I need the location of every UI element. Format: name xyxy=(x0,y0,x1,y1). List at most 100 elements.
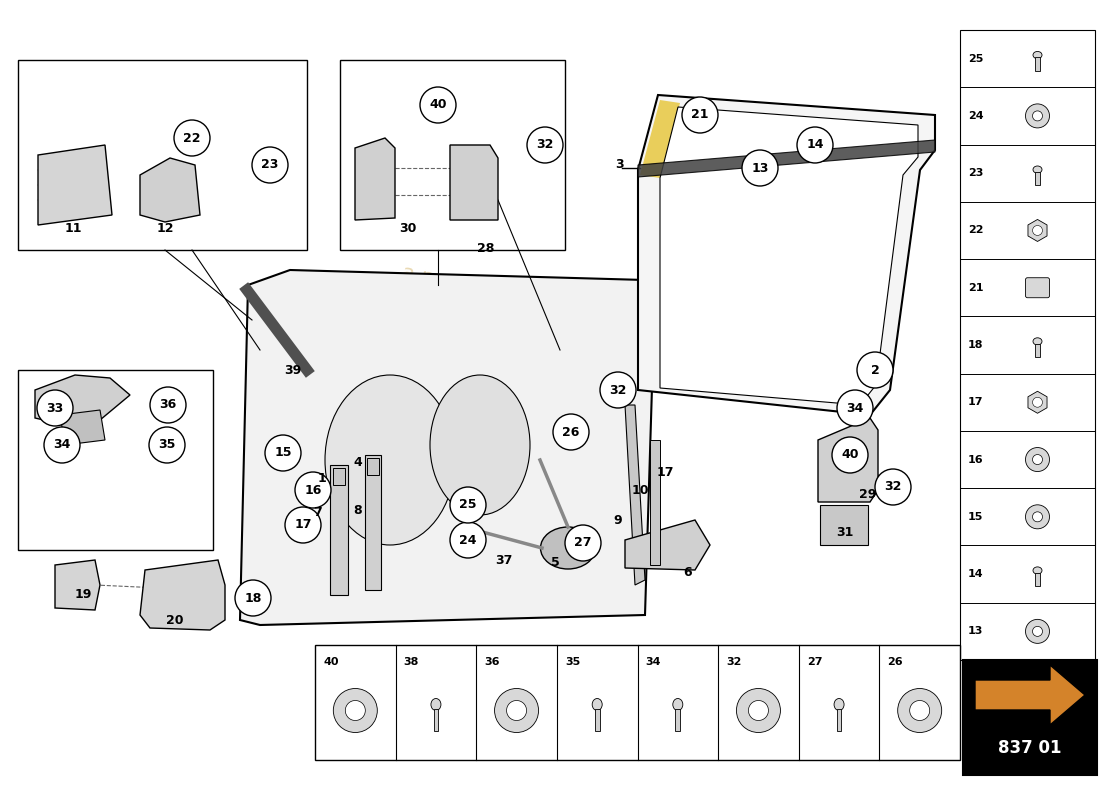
Circle shape xyxy=(553,414,588,450)
Circle shape xyxy=(898,689,942,733)
Bar xyxy=(365,455,381,590)
Text: 21: 21 xyxy=(968,282,983,293)
Polygon shape xyxy=(640,100,680,178)
Circle shape xyxy=(600,372,636,408)
Circle shape xyxy=(252,147,288,183)
Text: 40: 40 xyxy=(842,449,859,462)
Circle shape xyxy=(44,427,80,463)
Ellipse shape xyxy=(673,698,683,710)
Text: 22: 22 xyxy=(184,131,200,145)
Circle shape xyxy=(37,390,73,426)
Circle shape xyxy=(1033,398,1043,407)
Circle shape xyxy=(832,437,868,473)
Text: 27: 27 xyxy=(806,657,823,667)
Circle shape xyxy=(345,701,365,721)
Text: 16: 16 xyxy=(305,483,321,497)
Ellipse shape xyxy=(1033,51,1042,58)
Text: 17: 17 xyxy=(968,398,983,407)
Bar xyxy=(18,60,307,250)
Text: 14: 14 xyxy=(806,138,824,151)
Circle shape xyxy=(1033,226,1043,235)
Bar xyxy=(675,709,680,730)
Text: 15: 15 xyxy=(274,446,292,459)
Circle shape xyxy=(174,120,210,156)
Polygon shape xyxy=(625,405,645,585)
Polygon shape xyxy=(140,158,200,222)
Circle shape xyxy=(295,472,331,508)
Text: 26: 26 xyxy=(562,426,580,438)
Circle shape xyxy=(150,387,186,423)
Bar xyxy=(1035,58,1040,70)
Polygon shape xyxy=(60,410,104,445)
Text: 16: 16 xyxy=(968,454,983,465)
Text: 37: 37 xyxy=(495,554,513,566)
Text: 32: 32 xyxy=(884,481,902,494)
FancyBboxPatch shape xyxy=(1025,278,1049,298)
Circle shape xyxy=(1033,626,1043,636)
Ellipse shape xyxy=(592,698,602,710)
Circle shape xyxy=(1025,447,1049,471)
Circle shape xyxy=(1033,454,1043,465)
Text: 18: 18 xyxy=(244,591,262,605)
Text: 34: 34 xyxy=(53,438,70,451)
Text: 32: 32 xyxy=(537,138,553,151)
Ellipse shape xyxy=(1033,338,1042,345)
Circle shape xyxy=(1025,505,1049,529)
Polygon shape xyxy=(638,95,935,415)
Text: 12: 12 xyxy=(156,222,174,234)
Bar xyxy=(333,468,345,485)
Text: 39: 39 xyxy=(285,363,301,377)
Text: 8: 8 xyxy=(354,503,362,517)
Bar xyxy=(837,709,842,730)
Text: 40: 40 xyxy=(323,657,339,667)
Circle shape xyxy=(682,97,718,133)
Circle shape xyxy=(527,127,563,163)
Bar xyxy=(820,505,868,545)
Circle shape xyxy=(495,689,539,733)
Bar xyxy=(1035,172,1040,185)
Circle shape xyxy=(837,390,873,426)
Polygon shape xyxy=(975,665,1085,725)
Text: 24: 24 xyxy=(460,534,476,546)
Polygon shape xyxy=(638,140,935,177)
Circle shape xyxy=(857,352,893,388)
Text: 15: 15 xyxy=(968,512,983,522)
Text: 22: 22 xyxy=(968,226,983,235)
Text: 24: 24 xyxy=(968,111,983,121)
Text: 2: 2 xyxy=(870,363,879,377)
Text: 17: 17 xyxy=(295,518,311,531)
Bar xyxy=(18,370,213,550)
Text: 28: 28 xyxy=(477,242,495,254)
Ellipse shape xyxy=(1033,166,1042,173)
Text: 33: 33 xyxy=(46,402,64,414)
Circle shape xyxy=(874,469,911,505)
Text: 36: 36 xyxy=(160,398,177,411)
Bar xyxy=(340,60,565,250)
Circle shape xyxy=(736,689,780,733)
Bar xyxy=(595,709,600,730)
Text: 10: 10 xyxy=(631,483,649,497)
Text: 23: 23 xyxy=(968,168,983,178)
Text: 9: 9 xyxy=(614,514,623,526)
Circle shape xyxy=(565,525,601,561)
Text: 13: 13 xyxy=(968,626,983,636)
Circle shape xyxy=(798,127,833,163)
Text: 26: 26 xyxy=(888,657,903,667)
Circle shape xyxy=(742,150,778,186)
Text: 19: 19 xyxy=(75,589,91,602)
Polygon shape xyxy=(818,418,878,502)
Circle shape xyxy=(420,87,456,123)
Text: 35: 35 xyxy=(565,657,580,667)
Text: 20: 20 xyxy=(166,614,184,626)
Text: 25: 25 xyxy=(460,498,476,511)
Circle shape xyxy=(265,435,301,471)
Polygon shape xyxy=(355,138,395,220)
Bar xyxy=(1035,344,1040,357)
Ellipse shape xyxy=(1033,567,1042,574)
Text: 34: 34 xyxy=(646,657,661,667)
Ellipse shape xyxy=(430,375,530,515)
Polygon shape xyxy=(140,560,225,630)
Text: 21: 21 xyxy=(691,109,708,122)
Text: 29: 29 xyxy=(859,489,877,502)
Text: 40: 40 xyxy=(429,98,447,111)
